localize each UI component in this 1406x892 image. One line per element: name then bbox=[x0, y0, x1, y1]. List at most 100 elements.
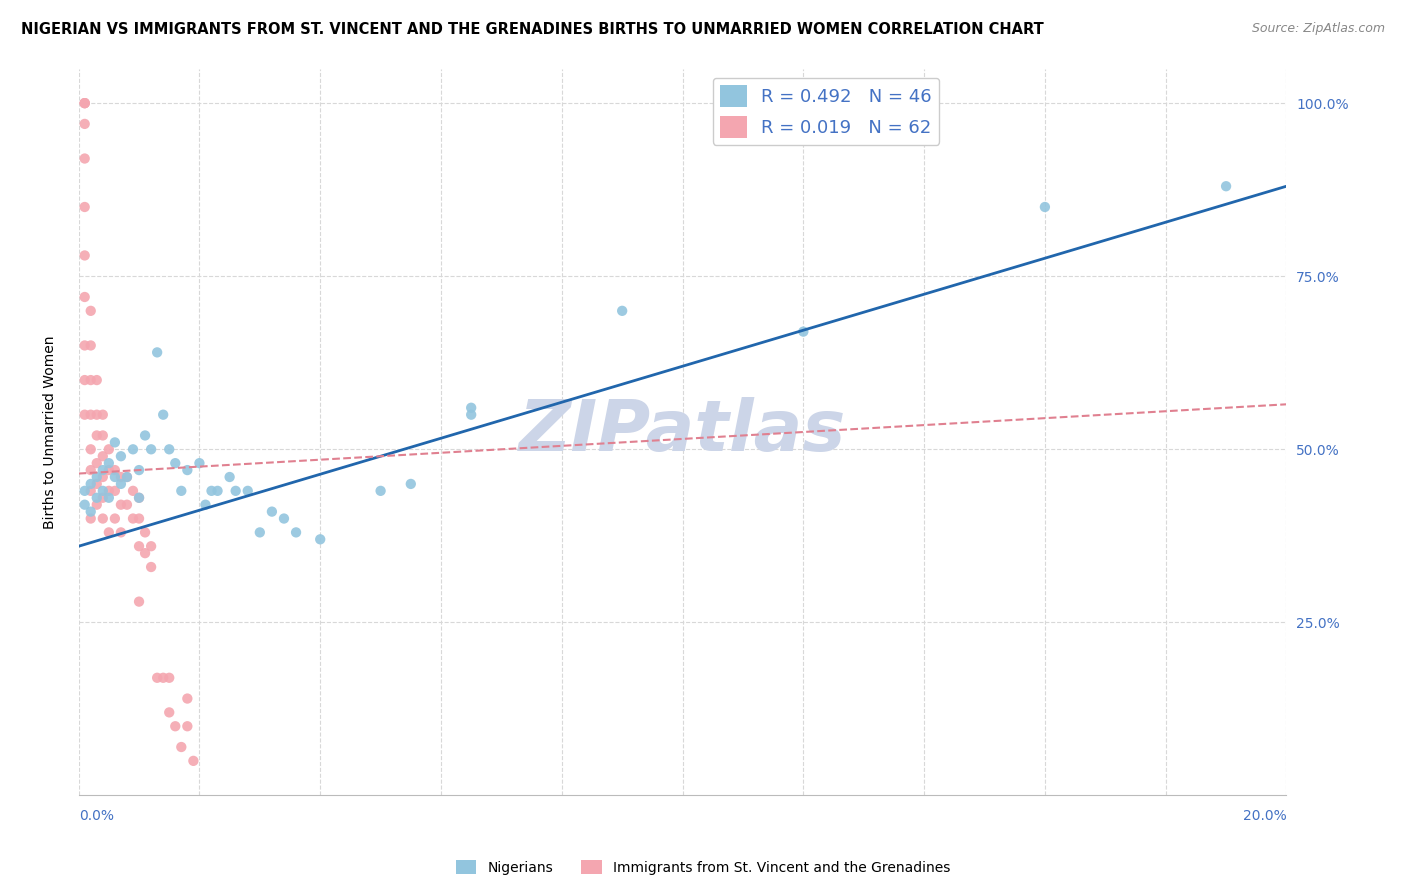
Point bbox=[104, 483, 127, 498]
Point bbox=[110, 477, 132, 491]
Point bbox=[73, 408, 96, 422]
Point bbox=[309, 533, 332, 547]
Legend: R = 0.492   N = 46, R = 0.019   N = 62: R = 0.492 N = 46, R = 0.019 N = 62 bbox=[713, 78, 939, 145]
Point bbox=[86, 456, 108, 470]
Point bbox=[86, 477, 108, 491]
Point bbox=[86, 408, 108, 422]
Point bbox=[170, 739, 193, 754]
Point bbox=[122, 483, 145, 498]
Point bbox=[273, 511, 295, 525]
Point bbox=[86, 498, 108, 512]
Point bbox=[1215, 179, 1237, 194]
Point bbox=[139, 442, 162, 457]
Point bbox=[80, 338, 103, 352]
Point bbox=[97, 525, 120, 540]
Point bbox=[91, 483, 114, 498]
Point bbox=[139, 560, 162, 574]
Text: Source: ZipAtlas.com: Source: ZipAtlas.com bbox=[1251, 22, 1385, 36]
Point bbox=[218, 470, 240, 484]
Point bbox=[128, 491, 150, 505]
Point bbox=[176, 719, 198, 733]
Point bbox=[104, 463, 127, 477]
Point bbox=[73, 248, 96, 262]
Point bbox=[170, 483, 193, 498]
Point bbox=[115, 470, 138, 484]
Point bbox=[176, 691, 198, 706]
Y-axis label: Births to Unmarried Women: Births to Unmarried Women bbox=[44, 335, 58, 529]
Point bbox=[792, 325, 814, 339]
Point bbox=[157, 442, 180, 457]
Point bbox=[285, 525, 308, 540]
Point bbox=[73, 152, 96, 166]
Point bbox=[152, 671, 174, 685]
Point bbox=[73, 338, 96, 352]
Point bbox=[146, 671, 169, 685]
Point bbox=[115, 498, 138, 512]
Point bbox=[110, 470, 132, 484]
Point bbox=[73, 96, 96, 111]
Point bbox=[612, 303, 634, 318]
Point bbox=[128, 539, 150, 553]
Point bbox=[80, 303, 103, 318]
Point bbox=[80, 442, 103, 457]
Point bbox=[73, 290, 96, 304]
Legend: Nigerians, Immigrants from St. Vincent and the Grenadines: Nigerians, Immigrants from St. Vincent a… bbox=[450, 855, 956, 880]
Point bbox=[91, 491, 114, 505]
Point bbox=[128, 463, 150, 477]
Point bbox=[110, 525, 132, 540]
Point bbox=[1033, 200, 1056, 214]
Point bbox=[73, 498, 96, 512]
Point bbox=[73, 483, 96, 498]
Point bbox=[73, 96, 96, 111]
Point bbox=[128, 594, 150, 608]
Point bbox=[91, 463, 114, 477]
Text: NIGERIAN VS IMMIGRANTS FROM ST. VINCENT AND THE GRENADINES BIRTHS TO UNMARRIED W: NIGERIAN VS IMMIGRANTS FROM ST. VINCENT … bbox=[21, 22, 1043, 37]
Point bbox=[188, 456, 211, 470]
Point bbox=[97, 442, 120, 457]
Point bbox=[86, 470, 108, 484]
Point bbox=[249, 525, 271, 540]
Point bbox=[134, 546, 156, 560]
Point bbox=[157, 671, 180, 685]
Point bbox=[399, 477, 422, 491]
Point bbox=[134, 428, 156, 442]
Point bbox=[460, 401, 482, 415]
Point bbox=[86, 373, 108, 387]
Point bbox=[104, 435, 127, 450]
Point bbox=[91, 511, 114, 525]
Point bbox=[260, 505, 283, 519]
Point bbox=[97, 463, 120, 477]
Point bbox=[86, 491, 108, 505]
Point bbox=[80, 511, 103, 525]
Point bbox=[225, 483, 247, 498]
Text: ZIPatlas: ZIPatlas bbox=[519, 398, 846, 467]
Point bbox=[146, 345, 169, 359]
Point bbox=[176, 463, 198, 477]
Point bbox=[73, 373, 96, 387]
Point bbox=[97, 456, 120, 470]
Point bbox=[80, 463, 103, 477]
Point bbox=[115, 470, 138, 484]
Point bbox=[110, 449, 132, 463]
Point bbox=[183, 754, 205, 768]
Point bbox=[73, 96, 96, 111]
Point bbox=[80, 373, 103, 387]
Point bbox=[80, 505, 103, 519]
Point bbox=[73, 117, 96, 131]
Point bbox=[122, 511, 145, 525]
Point bbox=[128, 491, 150, 505]
Point bbox=[139, 539, 162, 553]
Point bbox=[97, 491, 120, 505]
Point bbox=[236, 483, 259, 498]
Point bbox=[97, 483, 120, 498]
Point bbox=[91, 449, 114, 463]
Point bbox=[157, 706, 180, 720]
Point bbox=[194, 498, 217, 512]
Point bbox=[200, 483, 222, 498]
Point bbox=[104, 511, 127, 525]
Point bbox=[110, 498, 132, 512]
Point bbox=[370, 483, 392, 498]
Point bbox=[91, 470, 114, 484]
Point bbox=[165, 456, 187, 470]
Point bbox=[80, 483, 103, 498]
